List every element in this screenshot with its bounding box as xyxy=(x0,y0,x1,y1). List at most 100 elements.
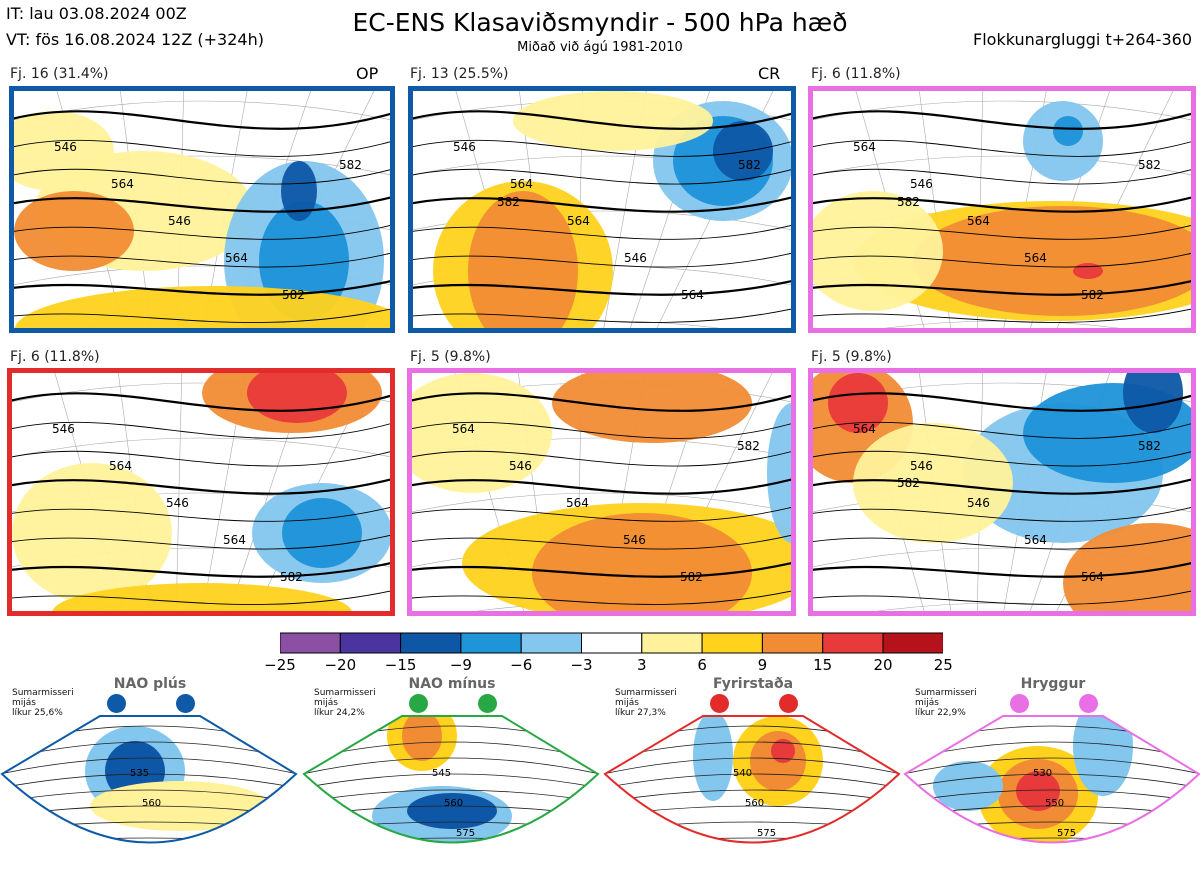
contour-label: 564 xyxy=(853,422,876,436)
panel-5-label: Fj. 5 (9.8%) xyxy=(410,349,491,365)
regime-name: NAO mínus xyxy=(408,676,496,692)
regime-1: Sumarmisseri mijás líkur 25,6% NAO plús 535 5… xyxy=(0,676,298,871)
anomaly-blob xyxy=(14,191,134,271)
contour-label: 564 xyxy=(111,177,134,191)
regime-contour-label: 575 xyxy=(456,828,475,839)
cluster-map-5: 564 546 564 546 582 582 xyxy=(407,368,796,616)
anomaly-blob xyxy=(828,373,888,433)
regime-contour-label: 545 xyxy=(432,768,451,779)
anomaly-blob xyxy=(1053,116,1083,146)
colorbar-swatch xyxy=(400,632,462,654)
regime-marker xyxy=(478,694,497,713)
regime-info: Sumarmisseri mijás líkur 27,3% xyxy=(615,688,677,718)
contour-label: 546 xyxy=(166,496,189,510)
contour-label: 564 xyxy=(1081,570,1104,584)
anomaly-blob xyxy=(713,121,773,181)
contour-label: 564 xyxy=(1024,251,1047,265)
map-canvas: 546 564 546 564 582 582 xyxy=(14,91,390,328)
contour-label: 582 xyxy=(897,195,920,209)
regime-4: Sumarmisseri mijás líkur 22,9% Hryggur 530 55… xyxy=(903,676,1200,871)
contour-label: 564 xyxy=(566,496,589,510)
colorbar-tick: 15 xyxy=(813,656,833,674)
regime-contour-label: 575 xyxy=(757,828,776,839)
colorbar-tick: 3 xyxy=(637,656,647,674)
regime-marker xyxy=(1010,694,1029,713)
cluster-map-3: 564 546 564 564 582 582 582 xyxy=(808,86,1196,333)
anomaly-blob xyxy=(1073,263,1103,279)
contour-label: 546 xyxy=(910,459,933,473)
map-canvas: 564 546 564 546 582 582 xyxy=(412,373,791,611)
regime-contour-label: 540 xyxy=(733,768,752,779)
anomaly-blob xyxy=(412,373,552,493)
regime-map: 535 560 xyxy=(0,715,298,844)
panel-6-label: Fj. 5 (9.8%) xyxy=(811,349,892,365)
contour-label: 546 xyxy=(168,214,191,228)
colorbar-swatch xyxy=(701,632,763,654)
colorbar-swatch xyxy=(641,632,703,654)
contour-label: 546 xyxy=(967,496,990,510)
colorbar-swatch xyxy=(339,632,402,654)
contour-label: 564 xyxy=(1024,533,1047,547)
classification-window: Flokkunargluggi t+264-360 xyxy=(973,30,1192,49)
regime-2: Sumarmisseri mijás líkur 24,2% NAO mínus 545… xyxy=(302,676,600,871)
contour-label: 546 xyxy=(509,459,532,473)
colorbar-swatch xyxy=(882,632,943,654)
contour-label: 546 xyxy=(624,251,647,265)
map-canvas: 546 564 564 546 564 582 582 xyxy=(413,91,791,328)
contour-label: 582 xyxy=(738,158,761,172)
panel-2-label: Fj. 13 (25.5%) xyxy=(410,66,509,82)
regime-marker xyxy=(710,694,729,713)
map-canvas: 546 564 546 564 582 xyxy=(12,373,390,611)
regime-marker xyxy=(409,694,428,713)
contour-label: 564 xyxy=(567,214,590,228)
contour-label: 582 xyxy=(282,288,305,302)
colorbar-swatch xyxy=(761,632,824,654)
cluster-map-6: 564 546 546 564 564 582 582 xyxy=(808,368,1196,616)
anomaly-blob xyxy=(532,513,752,611)
contour-label: 564 xyxy=(225,251,248,265)
map-canvas: 564 546 546 564 564 582 582 xyxy=(813,373,1191,611)
anomaly-blob xyxy=(513,91,713,151)
valid-time: VT: fös 16.08.2024 12Z (+324h) xyxy=(6,30,264,49)
colorbar-tick: 9 xyxy=(757,656,768,674)
colorbar-tick: −20 xyxy=(324,656,357,674)
colorbar-swatch xyxy=(460,632,522,654)
contour-label: 546 xyxy=(910,177,933,191)
colorbar-swatch xyxy=(520,632,582,654)
regime-contour-label: 575 xyxy=(1057,828,1076,839)
colorbar-tick: −3 xyxy=(570,656,593,674)
contour-label: 564 xyxy=(109,459,132,473)
anomaly-blob xyxy=(468,191,578,328)
anomaly-colorbar xyxy=(280,632,943,654)
contour-label: 564 xyxy=(681,288,704,302)
regime-map: 540 560 575 xyxy=(603,715,901,844)
contour-label: 582 xyxy=(680,570,703,584)
contour-label: 546 xyxy=(54,140,77,154)
regime-info: Sumarmisseri mijás líkur 24,2% xyxy=(314,688,376,718)
anomaly-blob xyxy=(913,206,1191,316)
contour-label: 564 xyxy=(510,177,533,191)
colorbar-tick: 25 xyxy=(933,656,953,674)
regime-marker xyxy=(1079,694,1098,713)
cluster-map-2: 546 564 564 546 564 582 582 xyxy=(408,86,796,333)
init-time: IT: lau 03.08.2024 00Z xyxy=(6,4,187,23)
contour-label: 582 xyxy=(1138,158,1161,172)
contour-label: 582 xyxy=(897,476,920,490)
regime-3: Sumarmisseri mijás líkur 27,3% Fyrirstaða 54… xyxy=(603,676,901,871)
colorbar-swatch xyxy=(581,632,643,654)
contour-label: 546 xyxy=(453,140,476,154)
regime-contour-label: 550 xyxy=(1045,798,1064,809)
panel-1-label: Fj. 16 (31.4%) xyxy=(10,66,109,82)
regime-info: Sumarmisseri mijás líkur 25,6% xyxy=(12,688,74,718)
anomaly-blob xyxy=(767,403,791,543)
colorbar-swatch xyxy=(822,632,884,654)
colorbar-tick: −6 xyxy=(510,656,533,674)
cluster-map-4: 546 564 546 564 582 xyxy=(7,368,395,616)
cluster-map-1: 546 564 546 564 582 582 xyxy=(9,86,395,333)
contour-label: 582 xyxy=(280,570,303,584)
panel-2-tag: CR xyxy=(758,64,781,83)
regime-marker xyxy=(107,694,126,713)
contour-label: 582 xyxy=(339,158,362,172)
anomaly-blob xyxy=(281,161,317,221)
regime-marker xyxy=(779,694,798,713)
